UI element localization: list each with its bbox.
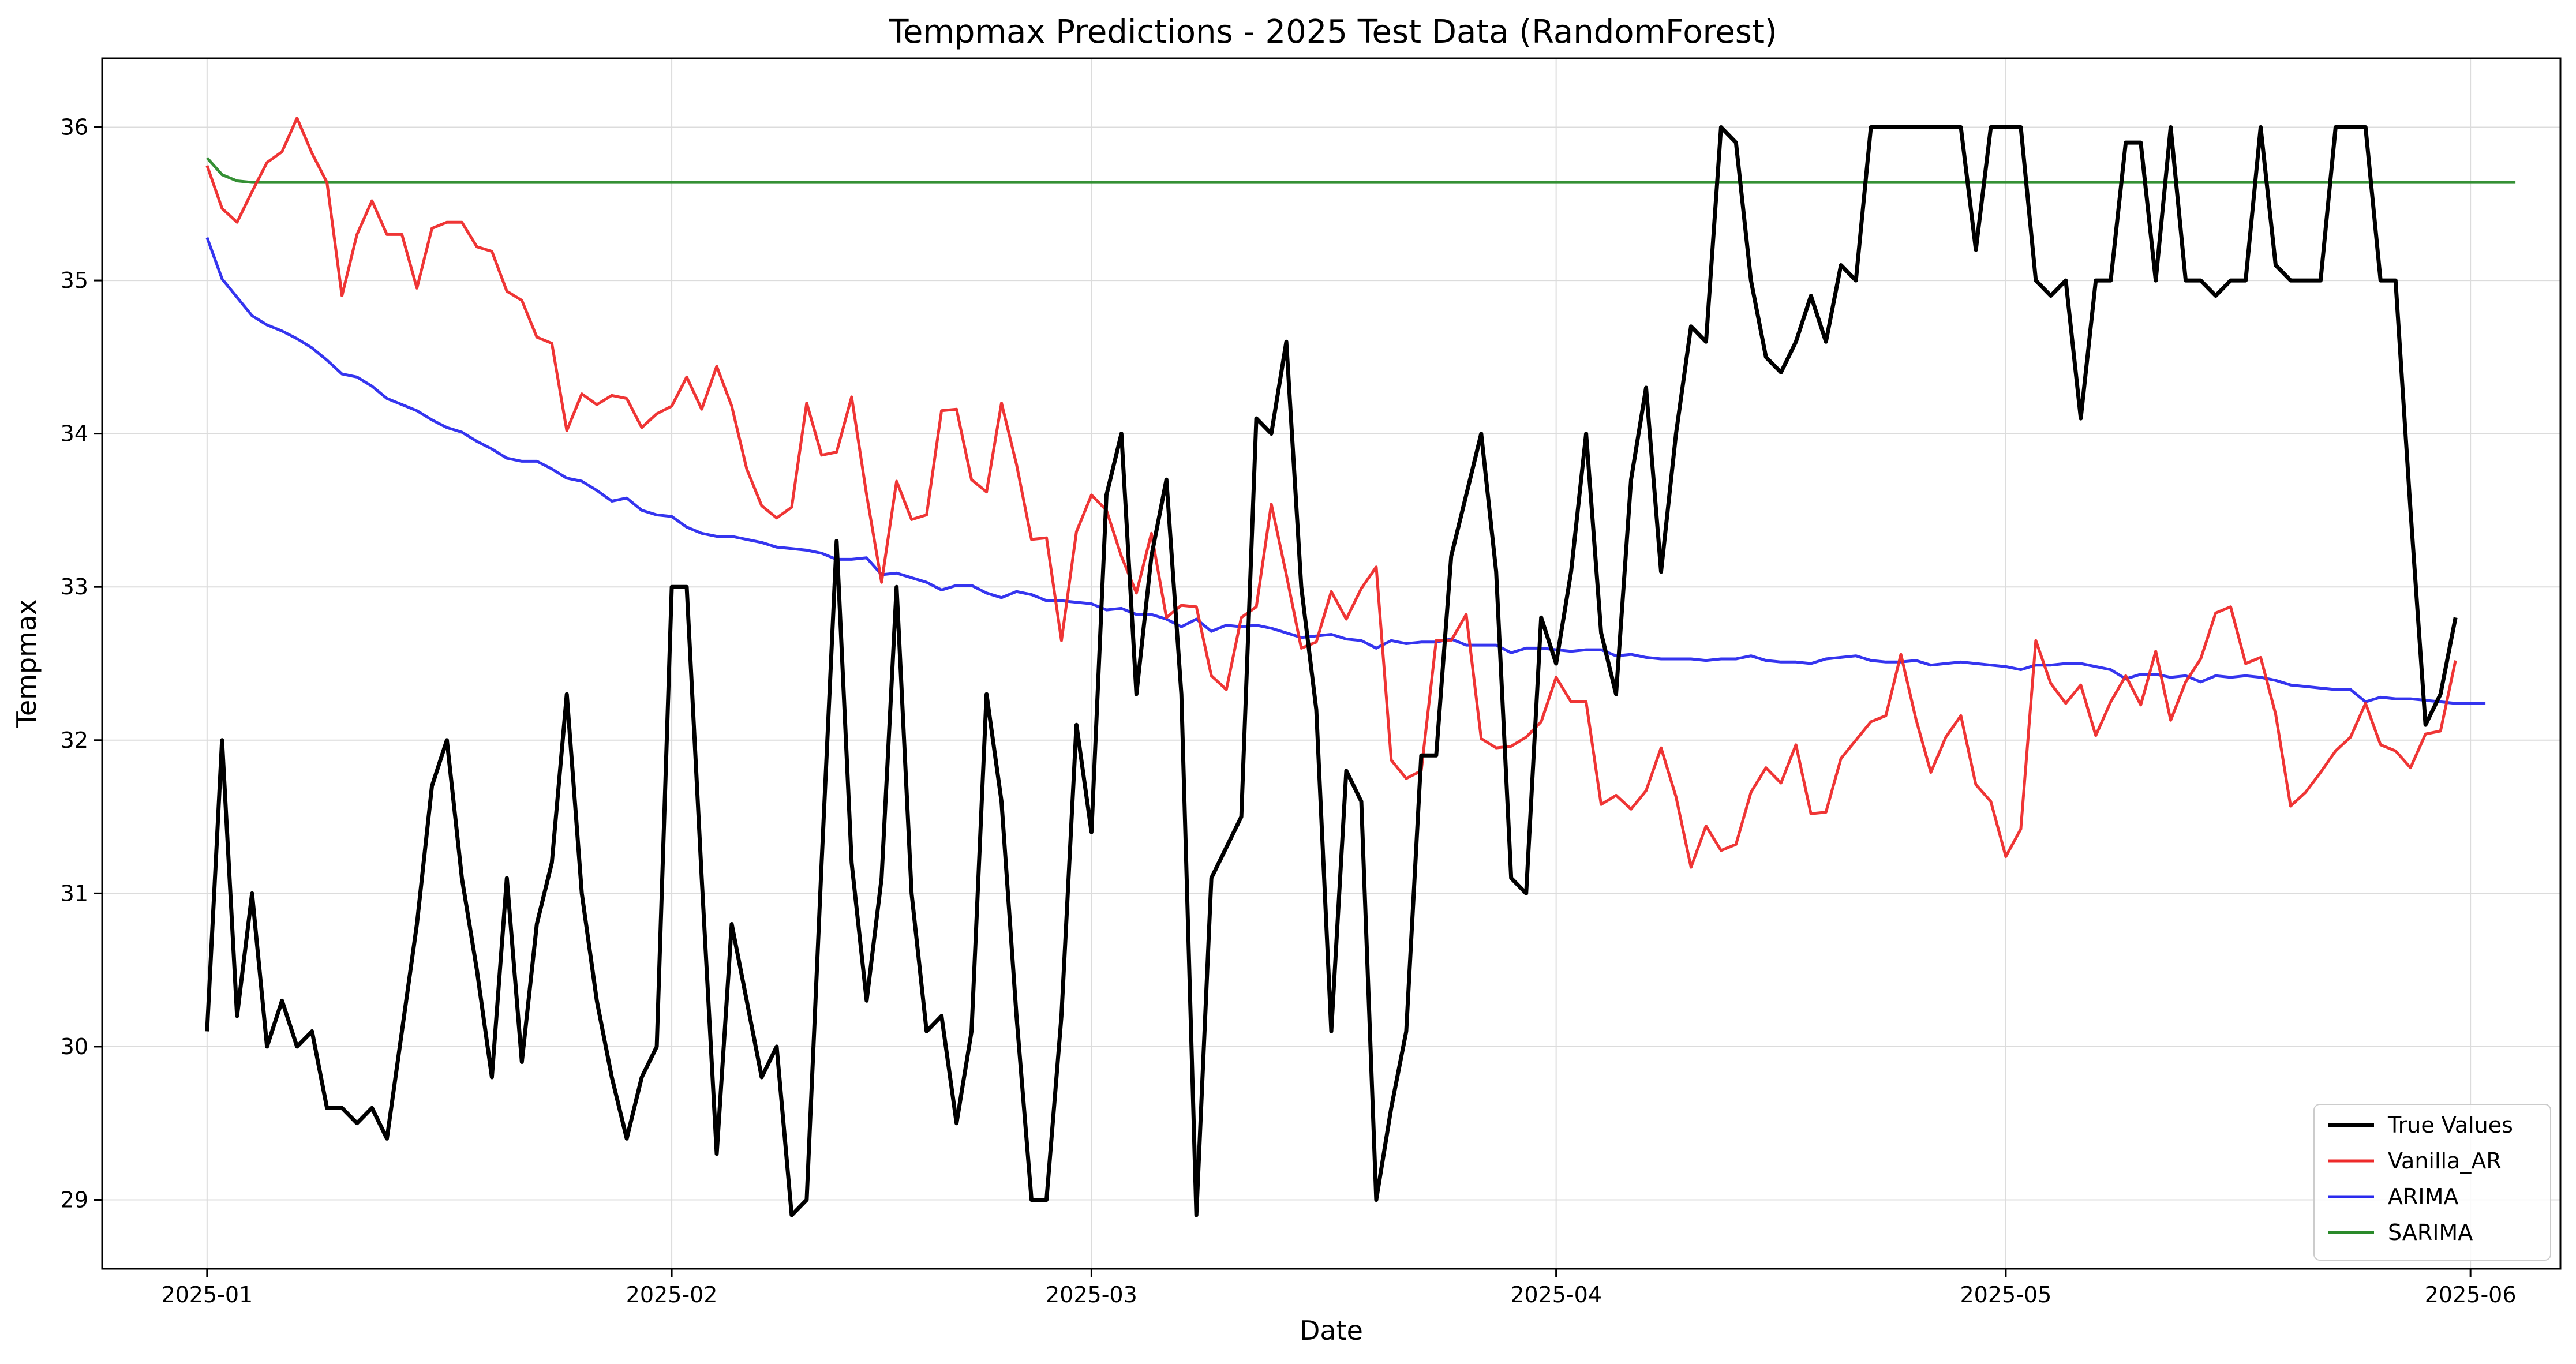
x-tick-label: 2025-01 [161,1282,253,1307]
legend-label: True Values [2387,1112,2513,1138]
plot-area-frame [101,57,2562,1270]
y-tick-label: 33 [61,574,88,599]
series-line-true-values [205,125,2458,1217]
y-tick-label: 30 [61,1034,88,1059]
series-line-arima [205,237,2486,705]
x-axis: 2025-01 2025-02 2025-03 2025-04 2025-05 2025-… [161,1269,2517,1307]
y-axis-label: Tempmax [11,599,42,729]
series-line-vanilla-ar [205,117,2457,869]
grid [102,58,2560,1269]
x-tick-label: 2025-05 [1960,1282,2052,1307]
legend-label: SARIMA [2388,1220,2473,1245]
x-tick-label: 2025-02 [626,1282,718,1307]
series-line-sarima [205,156,2516,184]
y-tick-label: 34 [61,421,88,447]
x-axis-label: Date [1300,1315,1363,1346]
y-axis: 29 30 31 32 33 34 35 36 [61,115,102,1212]
x-tick-label: 2025-03 [1046,1282,1137,1307]
x-tick-label: 2025-04 [1510,1282,1602,1307]
legend-label: Vanilla_AR [2388,1148,2502,1174]
y-tick-label: 36 [61,115,88,140]
y-tick-label: 29 [61,1187,88,1212]
legend: True Values Vanilla_AR ARIMA SARIMA [2313,1104,2551,1261]
x-tick-label: 2025-06 [2425,1282,2517,1307]
y-tick-label: 32 [61,728,88,753]
legend-box [2313,1104,2551,1261]
chart-title: Tempmax Predictions - 2025 Test Data (Ra… [888,13,1777,51]
series-group [205,117,2516,1217]
y-tick-label: 35 [61,268,88,293]
y-tick-label: 31 [61,880,88,906]
legend-label: ARIMA [2388,1184,2458,1209]
